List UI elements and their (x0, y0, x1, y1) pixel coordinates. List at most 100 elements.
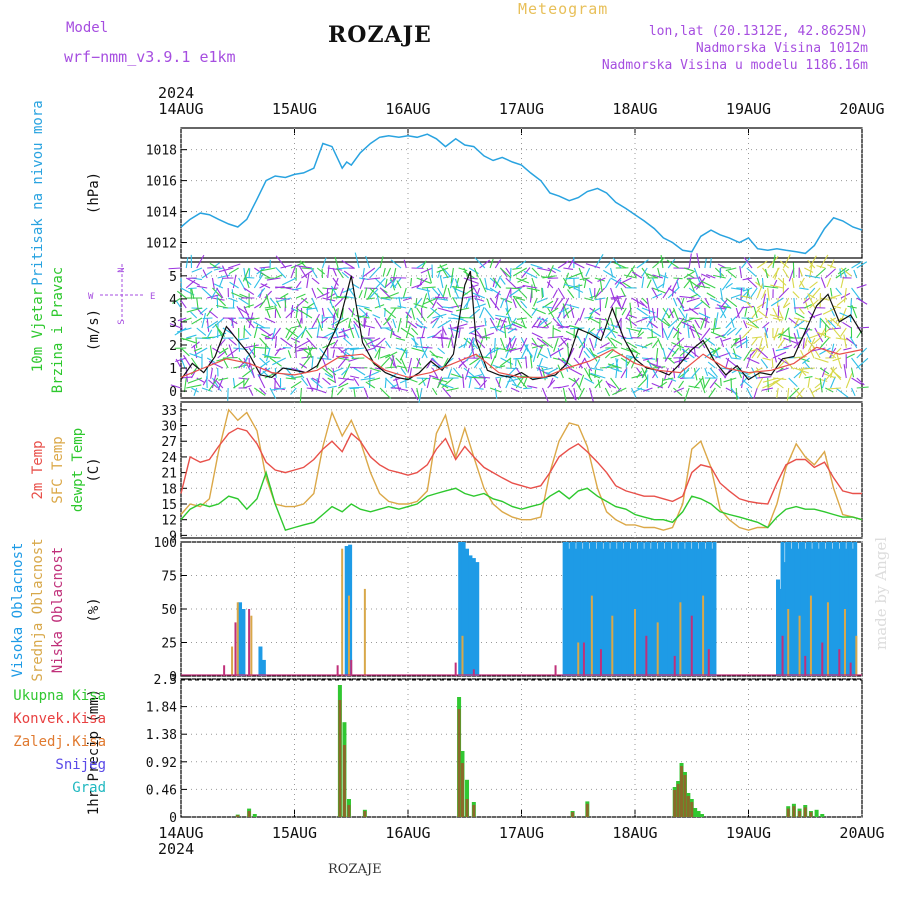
high-cloud-bar (573, 548, 578, 676)
wind-barb (782, 297, 790, 309)
high-cloud-bar (635, 548, 640, 676)
high-cloud-bar (628, 548, 633, 676)
wind-barb (332, 305, 339, 319)
wind-barb (851, 357, 861, 371)
high-cloud-bar (594, 548, 599, 676)
wind-barb (274, 305, 282, 319)
wind-barb (434, 296, 449, 299)
wind-barb (217, 274, 231, 279)
wind-barb (422, 297, 438, 305)
wind-barb (500, 277, 506, 285)
wind-barb (505, 287, 521, 290)
wind-barb (811, 387, 821, 394)
cloud-ytick-label: 100 (154, 536, 177, 551)
wind-barb (499, 267, 512, 279)
dewpt-title: dewpt Temp (70, 428, 86, 512)
high-cloud-bar (646, 542, 651, 676)
wind-barb (809, 281, 818, 289)
wind-barb (583, 278, 587, 289)
wind-barb (441, 306, 454, 309)
wind-barb (295, 297, 308, 309)
wind-barb (451, 286, 464, 289)
wind-barb (777, 327, 790, 339)
wind-barb (351, 307, 355, 318)
wind-barb (702, 375, 706, 389)
wind-barb (613, 262, 627, 269)
wind-barb (709, 367, 718, 378)
wind-barb (196, 377, 205, 383)
wind-barb (684, 387, 690, 402)
wind-barb (774, 267, 779, 280)
wind-barb (770, 284, 784, 289)
wind-barb (584, 377, 595, 384)
wind-barb (743, 347, 753, 362)
wind-barb (195, 337, 198, 349)
wind-barb (520, 300, 528, 309)
credit-label: made by Angel (872, 536, 890, 650)
wind-barb (196, 285, 208, 289)
wind-barb (589, 307, 601, 316)
wind-barb (568, 284, 583, 289)
wind-barb (515, 260, 527, 269)
wind-barb (558, 337, 570, 348)
wind-barb (437, 263, 448, 269)
wind-barb (311, 297, 319, 312)
wind-barb (835, 387, 849, 398)
wind-barb (469, 325, 485, 329)
sfc-temp-line (180, 408, 863, 531)
wind-barb (557, 364, 564, 379)
wind-barb (538, 317, 549, 327)
wind-barb (819, 254, 829, 269)
wind-barb (776, 297, 779, 307)
high-cloud-bar (610, 542, 615, 676)
wind-barb (302, 306, 313, 309)
wind-barb (764, 332, 769, 349)
wind-barb (661, 377, 664, 387)
wind-barb (265, 356, 281, 359)
wind-barb (788, 317, 800, 327)
wind-barb (636, 259, 649, 269)
wind-barb (688, 385, 700, 389)
wind-barb (191, 341, 200, 349)
wind-barb (851, 377, 862, 385)
wind-barb (324, 373, 334, 379)
wind-barb (573, 377, 582, 391)
wind-barb (366, 297, 375, 300)
wind-barb (725, 267, 737, 272)
wind-barb (327, 265, 330, 279)
low-cloud-bar (599, 649, 602, 676)
wind-barb (437, 319, 452, 329)
wind-barb (468, 284, 479, 289)
wind-barb (819, 347, 831, 355)
wind-barb (742, 379, 753, 389)
wind-barb (741, 327, 753, 339)
temp-ytick-label: 24 (161, 451, 177, 466)
wind-barb (505, 287, 512, 303)
wind-barb (285, 309, 295, 319)
wind-barb (264, 333, 274, 339)
wind-barb (830, 307, 836, 317)
wind-barb (583, 357, 593, 372)
wind-barb (597, 379, 601, 389)
wind-barb (578, 346, 584, 359)
wind-barb (568, 272, 583, 279)
wind-barb (454, 277, 460, 293)
wind-barb (686, 278, 700, 289)
wind-barb (336, 387, 344, 396)
wind-barb (772, 351, 787, 359)
wind-barb (446, 387, 459, 392)
wind-barb (680, 297, 685, 309)
wind-barb (227, 297, 238, 303)
high-cloud-bar (703, 548, 708, 676)
high-cloud-bar (830, 548, 835, 676)
wind-barb (180, 300, 187, 309)
wind-barb (306, 306, 309, 319)
high-cloud-bar (637, 542, 642, 676)
wind-barb (517, 277, 527, 283)
wind-barb (303, 347, 318, 351)
wind-barb (333, 327, 339, 339)
wind-barb (440, 333, 444, 349)
wind-barb (429, 350, 439, 359)
wind-barb (400, 367, 407, 376)
wind-barb (649, 362, 664, 369)
